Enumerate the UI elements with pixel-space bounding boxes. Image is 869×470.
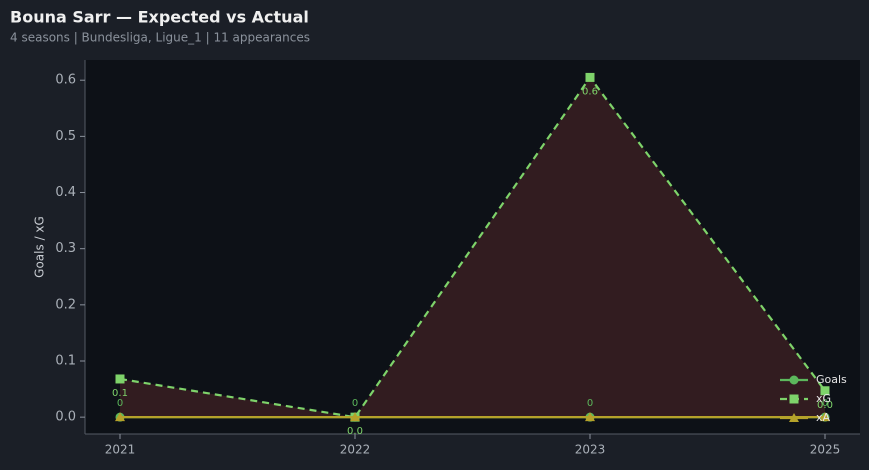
value-label: 0.0	[347, 426, 363, 437]
y-tick-label: 0.4	[55, 185, 76, 200]
value-label: 0.6	[582, 86, 598, 97]
x-tick-label: 2022	[340, 443, 371, 457]
y-tick-label: 0.5	[55, 129, 76, 144]
legend-marker	[789, 375, 799, 385]
y-tick-label: 0.1	[55, 353, 76, 368]
legend-label: Goals	[816, 373, 847, 386]
value-label: 0	[587, 398, 593, 409]
value-label: 0.0	[817, 400, 833, 411]
series-line	[119, 75, 826, 419]
y-axis-label: Goals / xG	[33, 216, 47, 278]
x-tick-label: 2021	[105, 443, 136, 457]
point	[585, 72, 595, 82]
point	[585, 412, 595, 422]
chart-title: Bouna Sarr — Expected vs Actual	[10, 8, 309, 27]
legend-marker	[789, 413, 799, 422]
value-label: 0	[822, 398, 828, 409]
value-label: 0.1	[112, 388, 128, 399]
x-tick-label: 2023	[575, 443, 606, 457]
point	[820, 386, 830, 396]
point	[350, 412, 360, 422]
value-label: 0	[117, 398, 123, 409]
legend-marker	[789, 394, 799, 404]
value-label: 0	[352, 398, 358, 409]
y-tick-label: 0.6	[55, 73, 76, 88]
legend-label: xG	[816, 392, 831, 405]
y-tick-label: 0.0	[55, 410, 76, 425]
point	[115, 412, 125, 422]
x-tick-label: 2025	[810, 443, 841, 457]
y-tick-label: 0.3	[55, 241, 76, 256]
legend-label: xA	[816, 411, 831, 424]
point	[115, 374, 125, 384]
y-tick-label: 0.2	[55, 297, 76, 312]
chart-subtitle: 4 seasons | Bundesliga, Ligue_1 | 11 app…	[10, 31, 310, 45]
point	[820, 412, 830, 422]
